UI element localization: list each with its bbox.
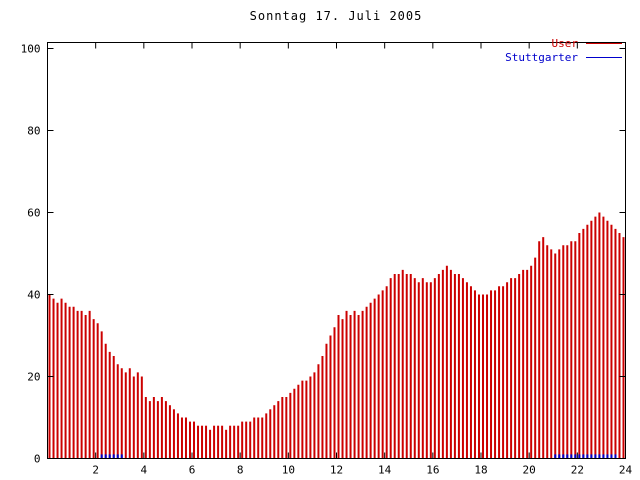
x-tick-label: 2 xyxy=(92,464,99,477)
y-tick-label: 60 xyxy=(27,207,40,220)
legend: User Stuttgarter xyxy=(505,37,622,64)
x-tick-label: 12 xyxy=(330,464,343,477)
x-tick-label: 4 xyxy=(141,464,148,477)
y-tick-label: 100 xyxy=(21,43,41,56)
y-tick-label: 0 xyxy=(34,453,41,466)
legend-stuttgarter-line-sample xyxy=(586,57,622,58)
x-tick-label: 22 xyxy=(571,464,584,477)
x-tick-label: 24 xyxy=(619,464,633,477)
chart-title: Sonntag 17. Juli 2005 xyxy=(249,9,423,23)
y-tick-label: 40 xyxy=(27,289,40,302)
legend-row-user: User xyxy=(505,37,622,50)
x-tick-label: 14 xyxy=(378,464,392,477)
x-tick-label: 18 xyxy=(474,464,487,477)
x-tick-label: 8 xyxy=(237,464,244,477)
legend-user-line-sample xyxy=(586,43,622,44)
legend-row-stuttgarter: Stuttgarter xyxy=(505,51,622,64)
legend-stuttgarter-label: Stuttgarter xyxy=(505,51,578,64)
x-tick-label: 20 xyxy=(523,464,536,477)
y-tick-label: 20 xyxy=(27,371,40,384)
legend-user-label: User xyxy=(551,37,579,50)
x-tick-label: 10 xyxy=(282,464,295,477)
x-tick-label: 6 xyxy=(189,464,196,477)
x-tick-label: 16 xyxy=(426,464,439,477)
y-tick-label: 80 xyxy=(27,125,40,138)
